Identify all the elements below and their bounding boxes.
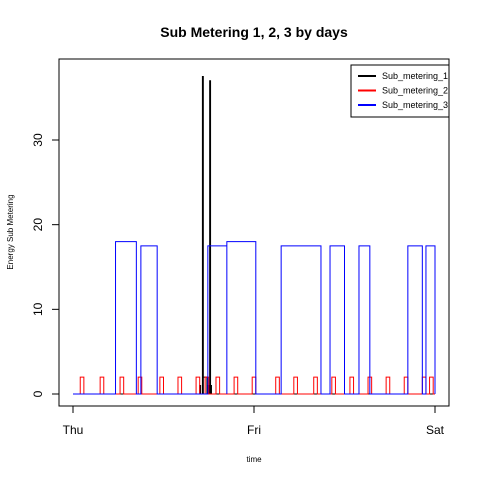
x-tick-label: Thu bbox=[63, 423, 84, 437]
series-line-1 bbox=[73, 76, 435, 395]
y-tick-label: 10 bbox=[31, 302, 45, 316]
y-tick-label: 20 bbox=[31, 218, 45, 232]
x-tick-label: Sat bbox=[426, 423, 445, 437]
chart-title: Sub Metering 1, 2, 3 by days bbox=[160, 24, 348, 40]
legend-label-2: Sub_metering_2 bbox=[382, 86, 448, 96]
y-axis: 0 10 20 30 bbox=[31, 133, 60, 397]
x-tick-label: Fri bbox=[247, 423, 261, 437]
x-axis-label: time bbox=[246, 455, 262, 464]
series-line-2 bbox=[73, 376, 435, 395]
y-tick-label: 30 bbox=[31, 133, 45, 147]
y-tick-label: 0 bbox=[31, 390, 45, 397]
legend-label-1: Sub_metering_1 bbox=[382, 71, 448, 81]
series-layer bbox=[73, 76, 436, 395]
legend-box bbox=[350, 64, 450, 118]
legend-label-3: Sub_metering_3 bbox=[382, 100, 448, 110]
series-line-3 bbox=[73, 241, 436, 395]
legend: Sub_metering_1 Sub_metering_2 Sub_metering… bbox=[350, 64, 450, 118]
y-axis-label: Energy Sub Metering bbox=[6, 194, 15, 269]
x-axis: Thu Fri Sat bbox=[63, 405, 445, 437]
